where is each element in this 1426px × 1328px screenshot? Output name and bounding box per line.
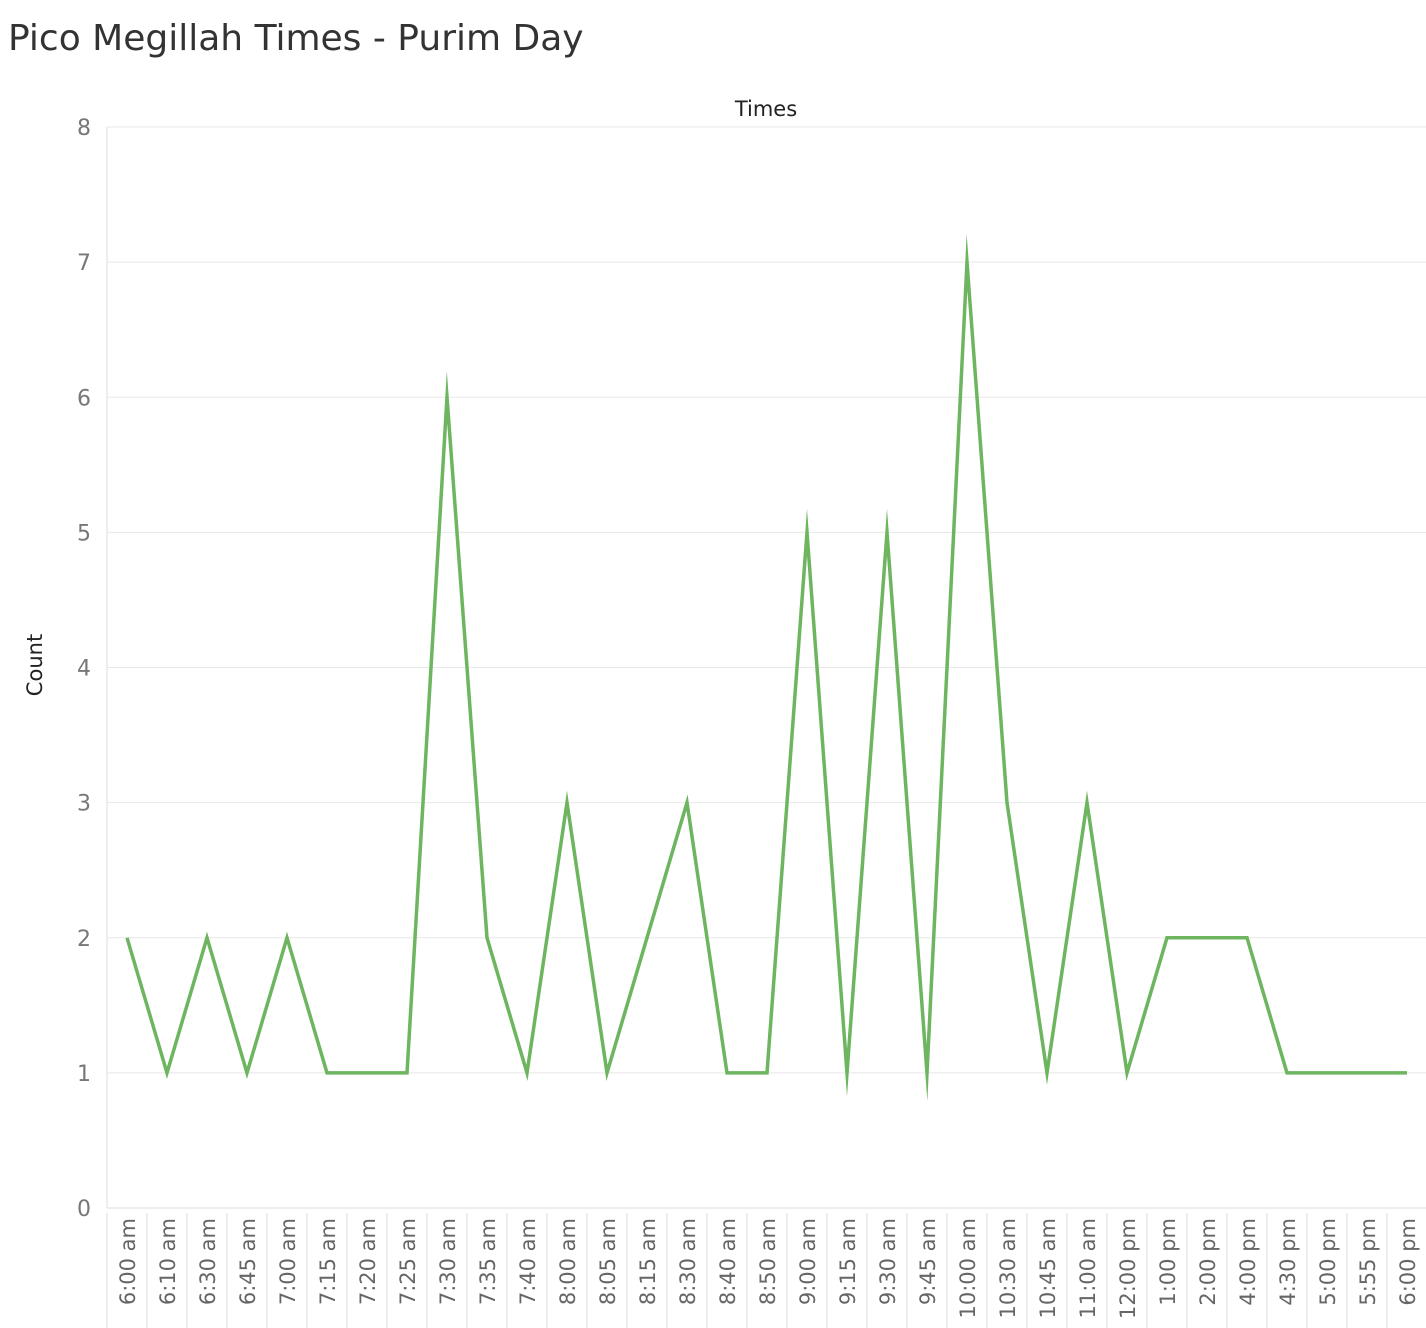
x-tick-label: 9:45 am — [916, 1218, 940, 1305]
x-tick-label: 8:15 am — [636, 1218, 660, 1305]
data-point — [1365, 1071, 1369, 1075]
x-tick-label: 7:35 am — [476, 1218, 500, 1305]
x-tick-label: 8:30 am — [676, 1218, 700, 1305]
y-axis-title: Count — [23, 634, 47, 696]
y-tick-label: 7 — [77, 251, 91, 276]
x-tick-label: 2:00 pm — [1196, 1218, 1220, 1306]
x-tick-label: 7:20 am — [356, 1218, 380, 1305]
x-tick-label: 9:00 am — [796, 1218, 820, 1305]
gridlines — [107, 126, 1426, 1074]
series — [125, 233, 1409, 1102]
x-tick-label: 10:00 am — [956, 1218, 980, 1319]
x-tick-label: 7:15 am — [316, 1218, 340, 1305]
data-point — [285, 936, 289, 940]
data-point — [245, 1071, 249, 1075]
y-tick-label: 3 — [77, 792, 91, 817]
y-tick-label: 4 — [77, 657, 91, 682]
y-tick-label: 0 — [77, 1197, 91, 1222]
data-point — [1005, 801, 1009, 805]
y-tick-label: 2 — [77, 927, 91, 952]
x-tick-label: 10:45 am — [1036, 1218, 1060, 1319]
x-tick-label: 6:00 pm — [1396, 1218, 1420, 1306]
y-tick-label: 8 — [77, 116, 91, 141]
x-tick-label: 5:00 pm — [1316, 1218, 1340, 1306]
x-tick-label: 6:45 am — [236, 1218, 260, 1305]
data-point — [525, 1071, 529, 1075]
data-point — [805, 530, 809, 534]
data-point — [1285, 1071, 1289, 1075]
y-axis-ticks: 0 1 2 3 4 5 6 7 8 — [77, 116, 91, 1222]
x-tick-label: 7:00 am — [276, 1218, 300, 1305]
data-point — [485, 936, 489, 940]
x-tick-label: 7:40 am — [516, 1218, 540, 1305]
data-point — [685, 801, 689, 805]
x-tick-label: 12:00 pm — [1116, 1218, 1140, 1319]
data-point — [765, 1071, 769, 1075]
data-point — [1325, 1071, 1329, 1075]
x-tick-label: 7:25 am — [396, 1218, 420, 1305]
data-point — [1205, 936, 1209, 940]
data-point — [605, 1071, 609, 1075]
x-tick-label: 5:55 pm — [1356, 1218, 1380, 1306]
data-point — [925, 1071, 929, 1075]
x-tick-label: 8:50 am — [756, 1218, 780, 1305]
x-tick-label: 4:30 pm — [1276, 1218, 1300, 1306]
x-tick-label: 1:00 pm — [1156, 1218, 1180, 1306]
x-tick-label: 8:00 am — [556, 1218, 580, 1305]
y-tick-label: 1 — [77, 1062, 91, 1087]
data-point — [325, 1071, 329, 1075]
data-point — [1245, 936, 1249, 940]
data-point — [445, 395, 449, 399]
x-tick-label: 11:00 am — [1076, 1218, 1100, 1319]
x-tick-label: 10:30 am — [996, 1218, 1020, 1319]
y-tick-label: 6 — [77, 386, 91, 411]
x-tick-label: 9:15 am — [836, 1218, 860, 1305]
x-tick-label: 6:30 am — [196, 1218, 220, 1305]
x-tick-label: 6:10 am — [156, 1218, 180, 1305]
data-point — [845, 1071, 849, 1075]
axes — [106, 127, 1426, 1209]
data-point — [405, 1071, 409, 1075]
data-point — [1405, 1071, 1409, 1075]
x-tick-label: 4:00 pm — [1236, 1218, 1260, 1306]
x-tick-label: 9:30 am — [876, 1218, 900, 1305]
x-tick-label: 8:05 am — [596, 1218, 620, 1305]
x-axis-title: Times — [734, 97, 797, 121]
series-line — [125, 233, 1407, 1102]
x-tick-label: 6:00 am — [116, 1218, 140, 1305]
x-axis-ticks: 6:00 am 6:10 am 6:30 am 6:45 am 7:00 am 7:15 … — [106, 1213, 1420, 1328]
data-point — [125, 936, 129, 940]
data-point — [565, 801, 569, 805]
data-point — [725, 1071, 729, 1075]
data-point — [165, 1071, 169, 1075]
data-point — [885, 530, 889, 534]
page-title: Pico Megillah Times - Purim Day — [8, 18, 584, 59]
data-point — [1125, 1071, 1129, 1075]
data-point — [1085, 801, 1089, 805]
data-point — [645, 936, 649, 940]
data-point — [365, 1071, 369, 1075]
x-tick-label: 7:30 am — [436, 1218, 460, 1305]
data-point — [965, 260, 969, 264]
data-point — [1045, 1071, 1049, 1075]
data-point — [1165, 936, 1169, 940]
data-point — [205, 936, 209, 940]
y-tick-label: 5 — [77, 521, 91, 546]
x-tick-label: 8:40 am — [716, 1218, 740, 1305]
